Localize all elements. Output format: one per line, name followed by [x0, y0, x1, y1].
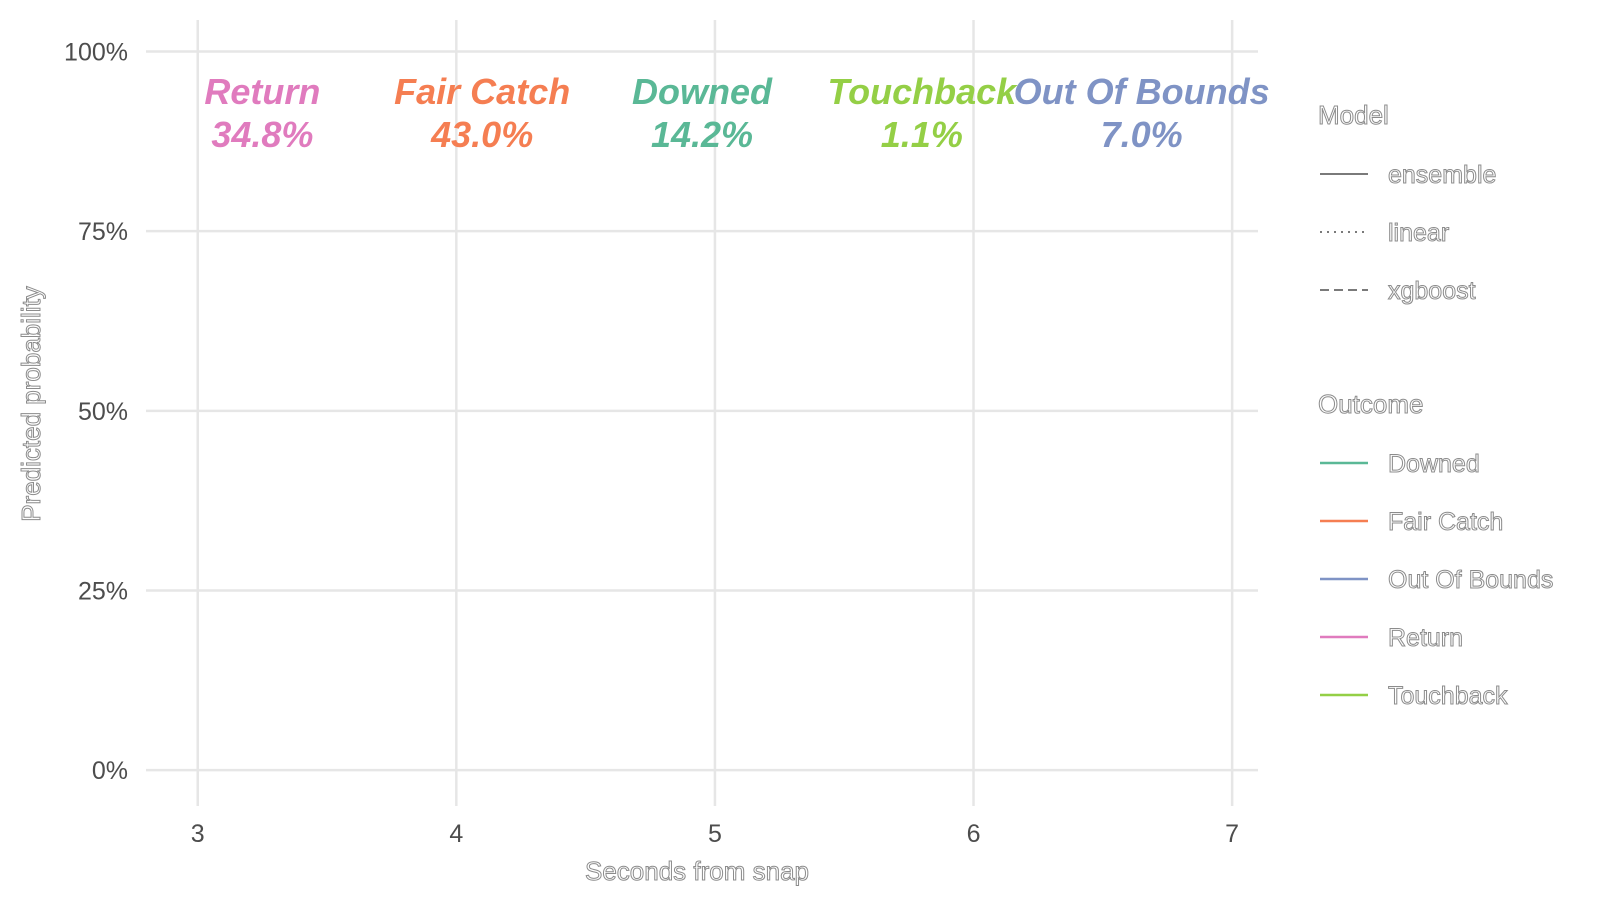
- annotation-probability-value: 7.0%: [1101, 114, 1183, 155]
- annotation-outcome-label: Downed: [632, 71, 773, 112]
- legend-item-label: xgboost: [1388, 277, 1476, 305]
- legend-title: Model: [1318, 100, 1389, 130]
- legend-item-label: Return: [1388, 624, 1463, 652]
- annotation-probability-value: 34.8%: [211, 114, 313, 155]
- x-tick-label: 5: [708, 820, 722, 848]
- annotation-probability-value: 14.2%: [651, 114, 753, 155]
- legend: Model ensemble linear xgboost Outcome Downed F…: [1318, 100, 1554, 711]
- legend-item-label: ensemble: [1388, 161, 1496, 189]
- y-tick-label: 50%: [78, 398, 128, 426]
- annotation-probability-value: 1.1%: [881, 114, 963, 155]
- legend-item-label: Touchback: [1388, 682, 1508, 710]
- y-tick-label: 25%: [78, 577, 128, 605]
- y-axis-title: Predicted probability: [16, 286, 46, 522]
- x-tick-label: 7: [1225, 820, 1239, 848]
- legend-item-label: Downed: [1388, 450, 1480, 478]
- x-tick-label: 6: [967, 820, 981, 848]
- annotation-outcome-label: Fair Catch: [394, 71, 570, 112]
- legend-item-label: Out Of Bounds: [1388, 566, 1553, 594]
- legend-item-label: Fair Catch: [1388, 508, 1503, 536]
- annotation-outcome-label: Touchback: [827, 71, 1018, 112]
- legend-title: Outcome: [1318, 389, 1424, 419]
- annotation-outcome-label: Out Of Bounds: [1014, 71, 1270, 112]
- y-tick-label: 0%: [92, 757, 128, 785]
- grid-layer: [146, 20, 1258, 806]
- x-tick-labels: 3 4 5 6 7: [191, 820, 1239, 848]
- y-tick-label: 75%: [78, 218, 128, 246]
- y-tick-label: 100%: [64, 39, 128, 67]
- x-tick-label: 3: [191, 820, 205, 848]
- x-axis-title: Seconds from snap: [585, 856, 809, 886]
- annotation-outcome-label: Return: [204, 71, 320, 112]
- annotation-probability-value: 43.0%: [430, 114, 533, 155]
- legend-item-label: linear: [1388, 219, 1449, 247]
- y-tick-labels: 0% 25% 50% 75% 100%: [64, 39, 128, 786]
- x-tick-label: 4: [449, 820, 463, 848]
